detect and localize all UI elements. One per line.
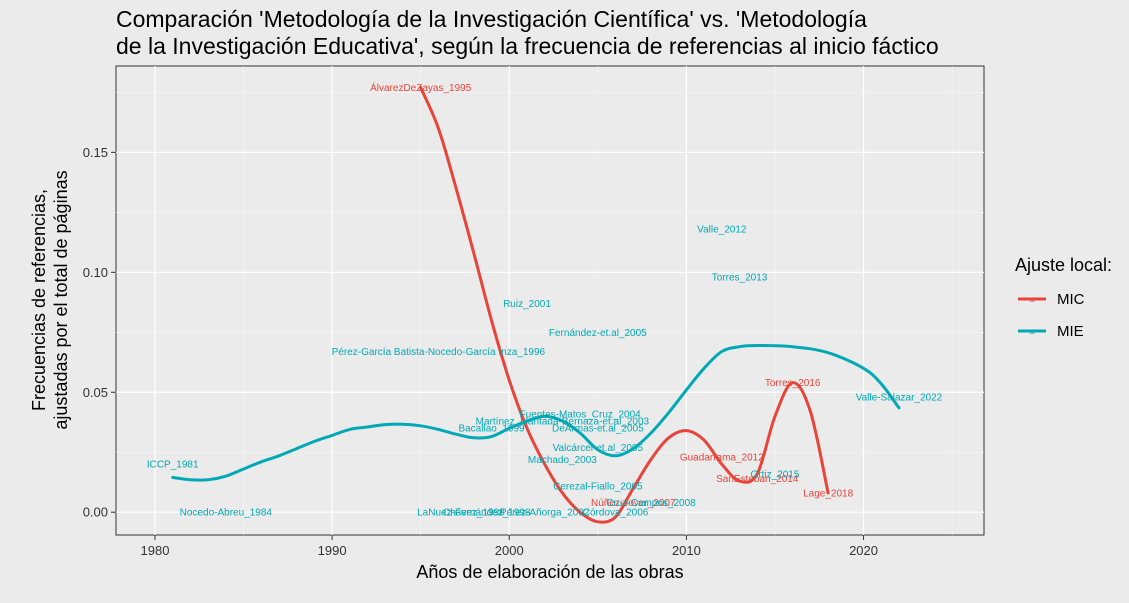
y-tick-label: 0.15 xyxy=(83,145,108,160)
point-label-mic: Torres_2016 xyxy=(765,378,821,389)
legend: Ajuste local: a MIC a MIE xyxy=(1015,255,1112,340)
legend-title: Ajuste local: xyxy=(1015,255,1112,275)
point-label-mie: ICCP_1981 xyxy=(147,460,199,471)
point-label-mic: Lage_2018 xyxy=(803,489,853,500)
point-label-mie: Chávez_1998 xyxy=(443,508,505,519)
x-axis: 1980 1990 2000 2010 2020 xyxy=(141,535,878,558)
y-axis-title-line-2: ajustadas por el total de páginas xyxy=(51,170,71,429)
x-tick-label: 2020 xyxy=(849,543,878,558)
x-tick-label: 1980 xyxy=(141,543,170,558)
point-label-mie: Cerezal-Fiallo_2005 xyxy=(553,481,643,492)
point-label-mic: ÁlvarezDeZayas_1995 xyxy=(370,81,472,94)
point-label-mie: DeArmas-et.al_2005 xyxy=(552,424,644,435)
point-label-mic: SanEsteban_2014 xyxy=(716,474,799,485)
y-axis: 0.00 0.05 0.10 0.15 xyxy=(83,145,116,520)
point-label-mie: Valle_2012 xyxy=(697,225,747,236)
point-label-mie: Valle-Salazar_2022 xyxy=(856,393,943,404)
curve-mic xyxy=(419,86,830,524)
point-label-mic: Núñez-Jover_2007 xyxy=(591,498,676,509)
point-label-mie: Pérez-García Batista-Nocedo-García Inza_… xyxy=(332,347,546,358)
chart-title-line-1: Comparación 'Metodología de la Investiga… xyxy=(116,6,867,32)
x-tick-label: 2010 xyxy=(672,543,701,558)
curve-mie xyxy=(171,343,901,482)
x-axis-title: Años de elaboración de las obras xyxy=(416,562,683,582)
point-label-mie: Ruiz_2001 xyxy=(503,299,551,310)
point-label-mie: Machado_2003 xyxy=(528,455,597,466)
point-label-mie: Fuentes-Matos_Cruz_2004 xyxy=(520,409,642,420)
legend-label-mic: MIC xyxy=(1057,291,1085,308)
legend-key-glyph: a xyxy=(1030,327,1035,336)
x-tick-label: 2000 xyxy=(495,543,524,558)
point-label-mie: Cruz-Campos_2008 xyxy=(606,498,696,509)
x-tick-label: 1990 xyxy=(318,543,347,558)
point-label-mie: Pérez-Añorga_2002 xyxy=(500,508,590,519)
point-label-mie: Martínez_Llantada-Bernaza-et.al_2003 xyxy=(476,417,650,428)
point-label-mie: Córdova_2006 xyxy=(583,508,649,519)
y-tick-label: 0.10 xyxy=(83,265,108,280)
gridlines xyxy=(116,66,984,535)
chart-title-line-2: de la Investigación Educativa', según la… xyxy=(116,33,939,59)
point-label-mie: Ortiz_2015 xyxy=(751,469,800,480)
y-tick-label: 0.00 xyxy=(83,505,108,520)
legend-label-mie: MIE xyxy=(1057,323,1084,340)
point-labels: ÁlvarezDeZayas_1995 Torres_2016 Guadarrama… xyxy=(147,81,943,519)
plot-panel xyxy=(115,65,985,536)
y-axis-title-line-1: Frecuencias de referencias, xyxy=(29,189,49,411)
point-label-mie: Valcárcel-et.al_2005 xyxy=(553,443,644,454)
fit-curves xyxy=(171,86,901,524)
point-label-mie: Nocedo-Abreu_1984 xyxy=(180,508,273,519)
point-label-mie: Fernández-et.al_2005 xyxy=(549,328,647,339)
point-label-mic: Guadarrama_2012 xyxy=(680,453,764,464)
legend-key-glyph: a xyxy=(1030,295,1035,304)
point-label-mie: Torres_2013 xyxy=(712,273,768,284)
y-tick-label: 0.05 xyxy=(83,385,108,400)
point-label-mie: Bacallao_1999 xyxy=(458,424,525,435)
point-label-mie: LaNuez-Fernández_1998 xyxy=(417,508,531,519)
